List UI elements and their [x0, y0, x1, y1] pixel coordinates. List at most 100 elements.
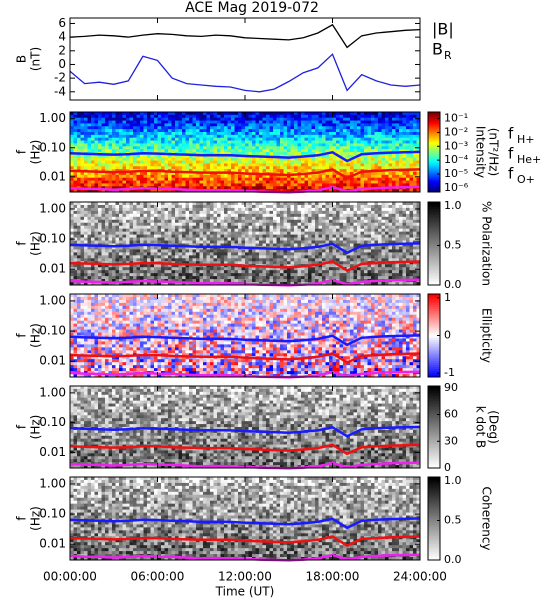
spectrogram-cell [182, 140, 186, 144]
spectrogram-cell [416, 252, 421, 256]
spectrogram-cell [329, 177, 333, 181]
spectrogram-cell [287, 207, 291, 212]
spectrogram-cell [189, 160, 193, 164]
spectrogram-cell [101, 123, 106, 127]
spectrogram-cell [255, 174, 260, 179]
spectrogram-cell [77, 237, 81, 241]
spectrogram-cell [220, 163, 225, 167]
spectrogram-cell [98, 174, 102, 179]
spectrogram-cell [259, 219, 263, 224]
spectrogram-cell [339, 249, 344, 253]
spectrogram-cell [346, 207, 351, 212]
spectrogram-cell [280, 129, 284, 133]
spectrogram-cell [171, 202, 176, 206]
spectrogram-cell [101, 219, 106, 224]
spectrogram-cell [199, 240, 204, 244]
spectrogram-cell [409, 207, 414, 212]
spectrogram-cell [266, 186, 270, 190]
spectrogram-cell [336, 126, 340, 130]
spectrogram-cell [413, 129, 417, 133]
spectrogram-cell [150, 134, 155, 139]
spectrogram-cell [262, 177, 267, 181]
spectrogram-cell [157, 143, 162, 147]
spectrogram-cell [115, 132, 120, 136]
spectrogram-cell [157, 137, 162, 141]
spectrogram-cell [406, 117, 410, 121]
spectrogram-cell [339, 231, 344, 236]
spectrogram-cell [392, 183, 396, 187]
spectrogram-cell [353, 112, 358, 116]
spectrogram-cell [112, 213, 116, 218]
spectrogram-cell [98, 249, 102, 253]
spectrogram-cell [276, 237, 281, 241]
spectrogram-cell [378, 202, 382, 206]
spectrogram-cell [280, 112, 284, 116]
spectrogram-cell [399, 120, 403, 124]
spectrogram-cell [178, 117, 183, 121]
spectrogram-cell [224, 120, 228, 124]
spectrogram-cell [402, 157, 407, 161]
spectrogram-cell [273, 166, 277, 170]
spectrogram-cell [301, 146, 305, 150]
spectrogram-cell [311, 210, 316, 215]
spectrogram-cell [238, 143, 242, 147]
spectrogram-cell [126, 207, 130, 212]
spectrogram-cell [241, 112, 246, 116]
spectrogram-cell [374, 149, 379, 153]
spectrogram-cell [259, 143, 263, 147]
spectrogram-cell [269, 146, 274, 150]
spectrogram-cell [192, 231, 197, 236]
spectrogram-cell [346, 225, 351, 230]
spectrogram-cell [259, 112, 263, 116]
spectrogram-cell [80, 120, 85, 124]
spectrogram-cell [122, 246, 127, 250]
spectrogram-cell [371, 174, 375, 179]
spectrogram-cell [140, 180, 144, 184]
spectrogram-cell [399, 231, 403, 236]
spectrogram-cell [343, 231, 347, 236]
spectrogram-cell [164, 249, 169, 253]
spectrogram-cell [406, 258, 410, 262]
spectrogram-cell [203, 174, 207, 179]
spectrogram-cell [360, 255, 365, 259]
spectrogram-cell [280, 207, 284, 212]
spectrogram-cell [378, 174, 382, 179]
spectrogram-cell [315, 163, 319, 167]
spectrogram-cell [273, 234, 277, 238]
x-axis-label: Time (UT) [215, 585, 275, 599]
spectrogram-cell [381, 231, 386, 236]
spectrogram-cell [147, 126, 151, 130]
spectrogram-cell [168, 231, 172, 236]
spectrogram-cell [224, 249, 228, 253]
spectrogram-cell [77, 137, 81, 141]
spectrogram-cell [343, 143, 347, 147]
spectrogram-cell [185, 222, 190, 227]
spectrogram-cell [101, 143, 106, 147]
spectrogram-cell [164, 132, 169, 136]
spectrogram-cell [297, 120, 302, 124]
spectrogram-cell [350, 112, 354, 116]
spectrogram-cell [315, 169, 319, 173]
spectrogram-cell [255, 132, 260, 136]
spectrogram-cell [164, 219, 169, 224]
spectrogram-cell [133, 189, 137, 193]
spectrogram-cell [112, 225, 116, 230]
spectrogram-cell [301, 129, 305, 133]
spectrogram-cell [276, 228, 281, 233]
spectrogram-cell [371, 140, 375, 144]
spectrogram-cell [350, 237, 354, 241]
spectrogram-cell [392, 228, 396, 233]
spectrogram-cell [353, 166, 358, 170]
spectrogram-cell [70, 255, 74, 259]
spectrogram-cell [395, 120, 400, 124]
spectrogram-cell [213, 120, 218, 124]
spectrogram-cell [241, 186, 246, 190]
spectrogram-cell [269, 112, 274, 116]
spectrogram-cell [241, 225, 246, 230]
spectrogram-cell [381, 123, 386, 127]
spectrogram-cell [388, 213, 393, 218]
spectrogram-cell [171, 132, 176, 136]
spectrogram-cell [178, 255, 183, 259]
spectrogram-cell [360, 123, 365, 127]
spectrogram-cell [101, 180, 106, 184]
